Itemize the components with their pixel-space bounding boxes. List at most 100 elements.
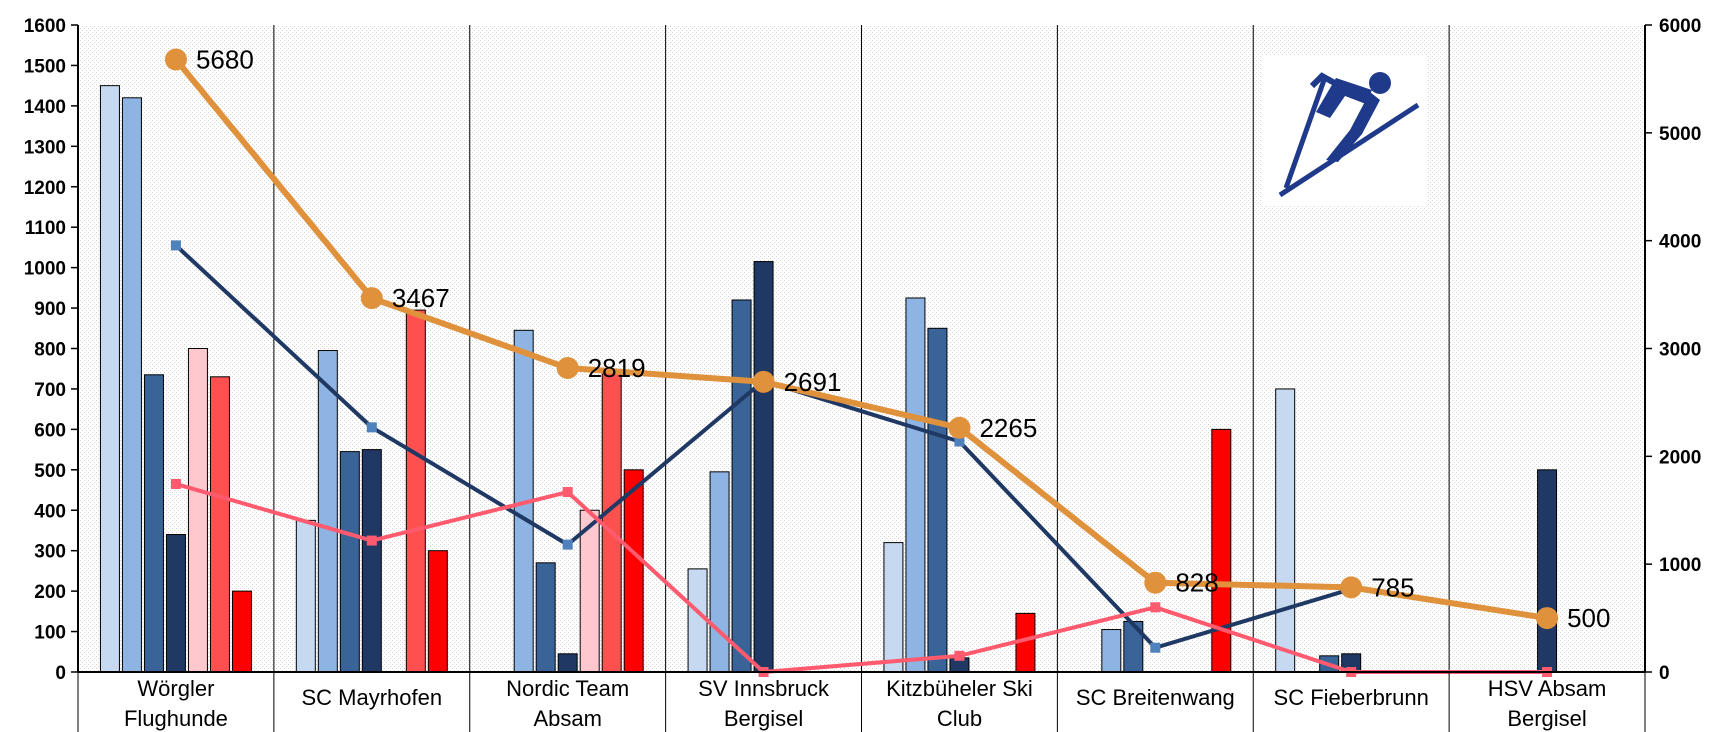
data-point — [1150, 642, 1161, 653]
bar — [905, 297, 926, 673]
y-tick-label: 1000 — [24, 259, 66, 280]
data-label: 5680 — [196, 45, 254, 75]
y2-tick-label: 4000 — [1659, 232, 1701, 253]
y-tick-label: 1300 — [24, 137, 66, 158]
data-point — [1340, 576, 1363, 599]
x-tick-label: Bergisel — [1507, 706, 1586, 731]
x-tick-label: SC Breitenwang — [1076, 685, 1235, 710]
data-point — [1150, 602, 1161, 613]
bar — [231, 590, 252, 673]
bar — [623, 469, 644, 673]
data-point — [752, 370, 775, 393]
data-label: 785 — [1371, 572, 1414, 602]
data-label: 500 — [1567, 603, 1610, 633]
data-label: 3467 — [392, 283, 450, 313]
y2-tick-label: 3000 — [1659, 340, 1701, 361]
data-label: 828 — [1175, 568, 1218, 598]
bar — [927, 327, 948, 673]
y-tick-label: 1500 — [24, 56, 66, 77]
bar — [601, 372, 622, 673]
axes: 0 100 200 300 400 500 600 700 800 900 1000 1100 1200… — [24, 16, 1701, 732]
bar — [1275, 388, 1296, 673]
bar — [187, 348, 208, 673]
bar — [339, 451, 360, 673]
ski-jumper-logo — [1262, 55, 1427, 205]
y-tick-label: 900 — [34, 299, 66, 320]
bar — [209, 376, 230, 673]
bar — [1537, 469, 1558, 673]
bar — [295, 519, 316, 673]
data-point — [164, 48, 187, 71]
y2-tick-label: 2000 — [1659, 447, 1701, 468]
data-label: 2691 — [784, 367, 842, 397]
bar — [405, 309, 426, 673]
y2-tick-label: 0 — [1659, 663, 1670, 684]
series-line — [175, 482, 1548, 674]
bar — [579, 509, 600, 673]
bar — [317, 350, 338, 673]
bar — [99, 85, 120, 673]
lines — [164, 48, 1559, 677]
data-point — [1536, 607, 1559, 630]
y-tick-label: 1600 — [24, 16, 66, 37]
data-point — [1144, 571, 1167, 594]
data-point — [366, 535, 377, 546]
series-line — [173, 57, 1548, 622]
bar — [1101, 629, 1122, 673]
y-tick-label: 0 — [55, 663, 66, 684]
bar — [121, 97, 142, 673]
y2-tick-label: 1000 — [1659, 555, 1701, 576]
bar — [687, 568, 708, 673]
data-point — [562, 487, 573, 498]
y-tick-label: 400 — [34, 501, 66, 522]
bar — [535, 562, 556, 673]
bar — [753, 261, 774, 673]
bar — [165, 534, 186, 673]
x-tick-label: Kitzbüheler Ski — [886, 676, 1033, 701]
data-label: 2265 — [979, 413, 1037, 443]
y-tick-label: 200 — [34, 582, 66, 603]
data-point — [954, 436, 965, 447]
data-labels: 5680 3467 2819 2691 2265 828 785 500 — [196, 45, 1611, 634]
x-tick-label: Wörgler — [137, 676, 214, 701]
y-tick-label: 600 — [34, 420, 66, 441]
data-point — [366, 422, 377, 433]
y-tick-label: 100 — [34, 623, 66, 644]
x-tick-label: SV Innsbruck — [698, 676, 830, 701]
y-tick-label: 800 — [34, 340, 66, 361]
y-tick-label: 1200 — [24, 178, 66, 199]
y-tick-label: 1400 — [24, 97, 66, 118]
data-point — [170, 240, 181, 251]
bar — [883, 542, 904, 673]
grid — [273, 25, 1450, 672]
x-tick-label: Flughunde — [124, 706, 228, 731]
y-tick-label: 500 — [34, 461, 66, 482]
bar — [731, 299, 752, 673]
x-tick-label: SC Fieberbrunn — [1274, 685, 1429, 710]
x-tick-label: Club — [937, 706, 982, 731]
y2-tick-label: 6000 — [1659, 16, 1701, 37]
bar — [361, 449, 382, 673]
x-tick-label: Absam — [533, 706, 601, 731]
x-tick-label: HSV Absam — [1488, 676, 1607, 701]
y-tick-label: 1100 — [25, 218, 66, 239]
data-point — [556, 357, 579, 380]
x-tick-label: SC Mayrhofen — [302, 685, 443, 710]
data-point — [948, 416, 971, 439]
data-point — [360, 287, 383, 310]
bar — [427, 550, 448, 673]
data-point — [954, 650, 965, 661]
x-tick-label: Nordic Team — [506, 676, 629, 701]
bar — [557, 653, 578, 673]
y-tick-label: 700 — [34, 380, 66, 401]
x-tick-label: Bergisel — [724, 706, 803, 731]
data-label: 2819 — [588, 353, 646, 383]
bar — [709, 471, 730, 673]
data-point — [562, 539, 573, 550]
bar — [1211, 428, 1232, 673]
data-point — [170, 478, 181, 489]
y2-tick-label: 5000 — [1659, 124, 1701, 145]
y-tick-label: 300 — [34, 542, 66, 563]
bar — [143, 374, 164, 673]
